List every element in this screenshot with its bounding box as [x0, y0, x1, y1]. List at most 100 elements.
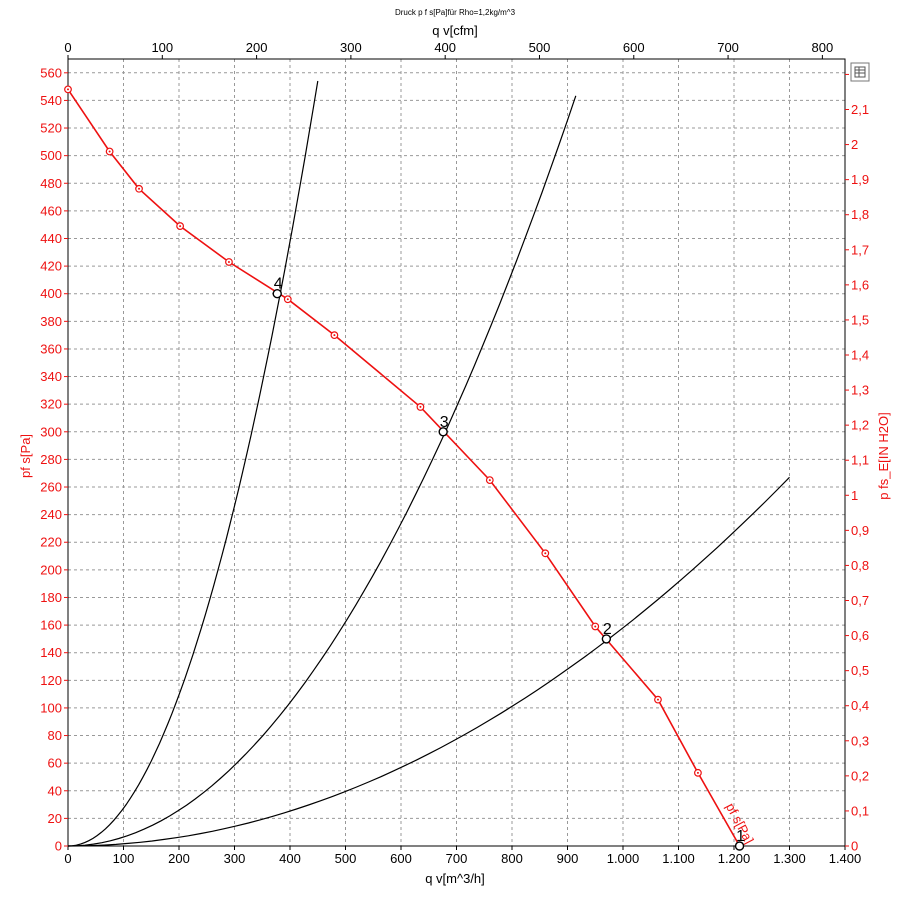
fan-curve-marker-dot [67, 88, 69, 91]
y-tick-label: 240 [40, 507, 62, 522]
x2-tick-label: 0 [64, 40, 71, 55]
y2-tick-label: 2 [851, 137, 858, 152]
x2-axis-title: q v[cfm] [432, 23, 478, 38]
y-tick-label: 320 [40, 397, 62, 412]
y-tick-label: 340 [40, 369, 62, 384]
y2-tick-label: 0,7 [851, 593, 869, 608]
grid-lines [68, 59, 845, 846]
x2-tick-label: 200 [246, 40, 268, 55]
x-tick-label: 300 [224, 851, 246, 866]
y2-tick-label: 0,8 [851, 558, 869, 573]
x-tick-label: 1.300 [773, 851, 806, 866]
y2-tick-label: 0,6 [851, 628, 869, 643]
x-tick-label: 600 [390, 851, 412, 866]
operating-point-2 [601, 634, 612, 644]
y2-tick-label: 0,1 [851, 803, 869, 818]
y2-tick-label: 1,1 [851, 453, 869, 468]
y-tick-label: 480 [40, 176, 62, 191]
x-tick-label: 1.400 [829, 851, 862, 866]
x-tick-label: 0 [64, 851, 71, 866]
curves: pf s[Pa] [64, 80, 790, 850]
operating-point-3 [438, 427, 448, 437]
y-tick-label: 520 [40, 121, 62, 136]
operating-point-label-1: 1 [736, 828, 745, 845]
y2-tick-label: 1,2 [851, 418, 869, 433]
y2-tick-label: 1,8 [851, 207, 869, 222]
fan-curve-marker-dot [138, 187, 141, 190]
fan-curve-marker-dot [333, 334, 336, 337]
operating-points: 1 2 3 4 [272, 276, 745, 851]
y-tick-label: 500 [40, 148, 62, 163]
x-tick-label: 800 [501, 851, 523, 866]
y-tick-label: 60 [48, 756, 62, 771]
y-tick-label: 400 [40, 286, 62, 301]
y-tick-label: 220 [40, 535, 62, 550]
y2-tick-label: 0,9 [851, 523, 869, 538]
axes: 0 100 200 300 400 500 600 700 800 900 1.000 1.100 1.… [40, 40, 869, 866]
y2-tick-label: 1,5 [851, 312, 869, 327]
fan-curve-marker-dot [544, 552, 547, 555]
y-axis-title: pf s[Pa] [18, 434, 33, 478]
x2-tick-label: 300 [340, 40, 362, 55]
y2-tick-label: 2,1 [851, 102, 869, 117]
x-tick-label: 1.000 [607, 851, 640, 866]
operating-point-1 [734, 841, 745, 851]
y2-tick-label: 1,6 [851, 277, 869, 292]
x2-tick-label: 400 [434, 40, 456, 55]
y-tick-label: 380 [40, 314, 62, 329]
y-tick-label: 140 [40, 645, 62, 660]
y2-tick-label: 1 [851, 488, 858, 503]
y-tick-label: 20 [48, 811, 62, 826]
fan-curve-marker-dot [696, 771, 699, 774]
system-curve-3 [67, 476, 790, 847]
system-curve-1 [67, 80, 319, 847]
y2-tick-label: 1,9 [851, 172, 869, 187]
x-tick-label: 500 [335, 851, 357, 866]
y-tick-label: 120 [40, 673, 62, 688]
operating-point-label-4: 4 [274, 276, 283, 293]
y-tick-label: 40 [48, 783, 62, 798]
x-tick-label: 1.100 [662, 851, 695, 866]
y2-axis-title: p fs_E[IN H2O] [876, 412, 891, 499]
fan-curve-marker-dot [488, 479, 491, 482]
x2-tick-label: 600 [623, 40, 645, 55]
y-tick-label: 460 [40, 203, 62, 218]
export-icon[interactable] [850, 62, 870, 82]
fan-curve-marker-dot [656, 698, 659, 701]
fan-curve-marker-dot [419, 405, 422, 408]
x-tick-label: 100 [113, 851, 135, 866]
y-tick-label: 80 [48, 728, 62, 743]
fan-curve-marker-dot [286, 298, 289, 301]
x-tick-label: 400 [279, 851, 301, 866]
x-axis-title: q v[m^3/h] [425, 871, 485, 886]
y2-tick-label: 0,3 [851, 733, 869, 748]
x-tick-label: 900 [557, 851, 579, 866]
y2-tick-label: 0,4 [851, 698, 869, 713]
y-tick-label: 420 [40, 259, 62, 274]
y-tick-label: 0 [55, 839, 62, 854]
operating-point-label-3: 3 [440, 414, 449, 431]
y-tick-label: 440 [40, 231, 62, 246]
operating-point-4 [272, 289, 282, 299]
y2-tick-label: 1,3 [851, 383, 869, 398]
y-tick-label: 300 [40, 424, 62, 439]
x2-tick-label: 500 [529, 40, 551, 55]
y2-tick-label: 0,5 [851, 663, 869, 678]
x2-tick-label: 700 [717, 40, 739, 55]
operating-point-label-2: 2 [603, 621, 612, 638]
fan-curve-marker-dot [108, 150, 111, 153]
x2-tick-label: 800 [812, 40, 834, 55]
y-tick-label: 260 [40, 480, 62, 495]
fan-curve-line [67, 88, 741, 847]
x-tick-label: 200 [168, 851, 190, 866]
x2-tick-label: 100 [151, 40, 173, 55]
y2-tick-label: 0,2 [851, 768, 869, 783]
fan-curve-marker-dot [594, 625, 597, 628]
x-tick-label: 700 [446, 851, 468, 866]
y2-tick-label: 0 [851, 839, 858, 854]
y-tick-label: 200 [40, 562, 62, 577]
y-tick-label: 180 [40, 590, 62, 605]
fan-curve-marker-dot [227, 260, 230, 263]
y-tick-label: 100 [40, 700, 62, 715]
